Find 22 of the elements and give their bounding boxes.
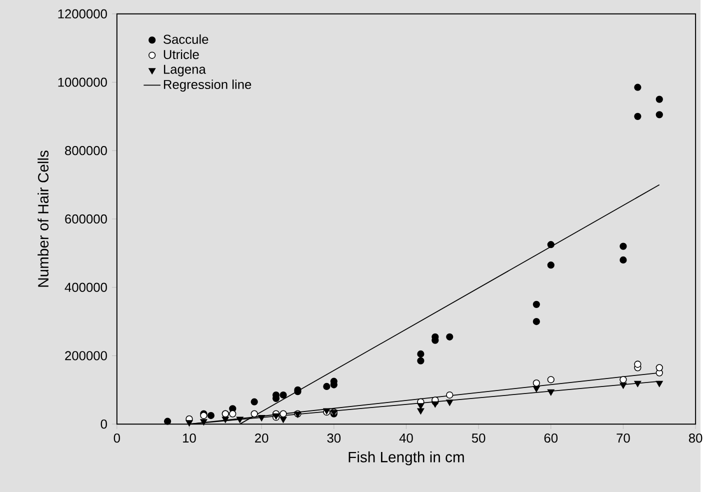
x-tick-label: 40: [399, 433, 413, 442]
y-axis-title: Number of Hair Cells: [38, 150, 49, 286]
x-tick-label: 70: [616, 433, 630, 442]
y-tick-label: 800000: [65, 146, 107, 155]
x-tick-label: 0: [114, 433, 120, 442]
y-tick-label: 200000: [65, 350, 107, 360]
y-tick-label: 600000: [65, 214, 107, 224]
x-tick-label: 60: [544, 433, 558, 442]
x-tick-label: 20: [255, 433, 268, 442]
x-tick-label: 10: [183, 433, 196, 442]
y-tick-label: 400000: [64, 282, 107, 292]
legend-label: Regression line: [164, 79, 252, 92]
x-tick-label: 80: [688, 433, 702, 442]
x-axis-title: Fish Length in cm: [348, 451, 464, 466]
legend-label: Lagena: [164, 64, 206, 76]
y-tick-label: 0: [100, 419, 107, 428]
legend-label: Utricle: [164, 49, 199, 59]
legend-label: Saccule: [164, 34, 208, 44]
y-tick-label: 1200000: [58, 9, 107, 18]
x-tick-label: 50: [472, 433, 486, 442]
y-tick-label: 1000000: [58, 77, 107, 87]
x-tick-label: 30: [327, 433, 341, 442]
